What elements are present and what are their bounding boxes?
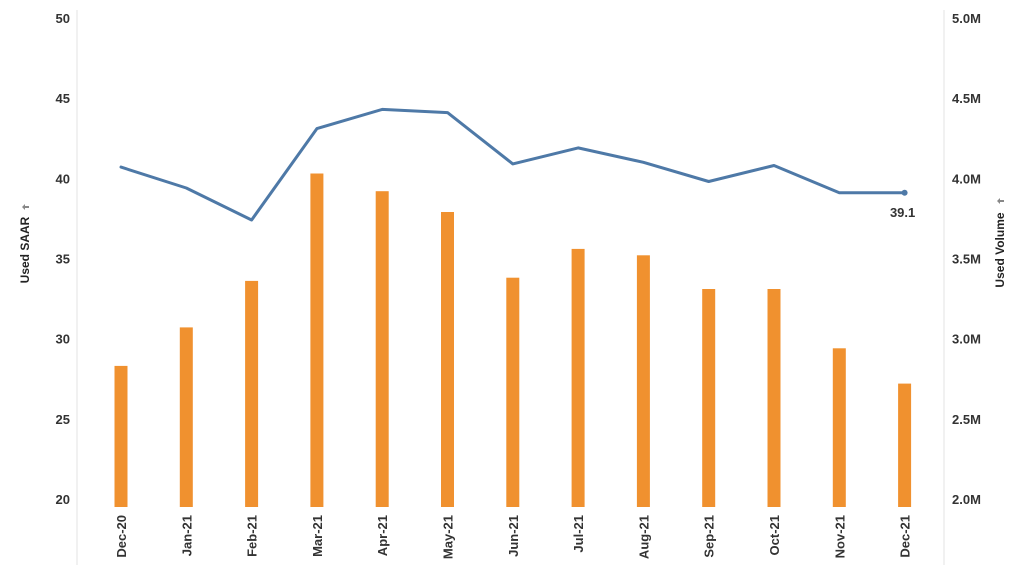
left-tick-label: 40	[56, 171, 70, 186]
left-tick-label: 30	[56, 332, 70, 347]
left-axis-title-group: Used SAAR	[18, 204, 32, 283]
left-tick-label: 35	[56, 252, 70, 267]
bar-May-21	[441, 212, 454, 507]
left-tick-label: 25	[56, 412, 70, 427]
bar-Jun-21	[506, 277, 520, 507]
x-tick-label: Mar-21	[310, 515, 325, 557]
right-tick-label: 2.5M	[952, 412, 981, 427]
x-tick-label: Apr-21	[375, 515, 390, 556]
bar-Sep-21	[702, 289, 716, 507]
x-tick-label: Dec-20	[114, 515, 129, 558]
x-tick-label: Feb-21	[245, 515, 260, 557]
right-axis-ticks: 2.0M 2.5M 3.0M 3.5M 4.0M 4.5M 5.0M	[952, 11, 981, 507]
x-tick-label: Jul-21	[571, 515, 586, 553]
bar-Dec-21	[898, 383, 912, 507]
bar-Mar-21	[310, 173, 324, 507]
x-tick-label: Sep-21	[702, 515, 717, 558]
bar-Aug-21	[636, 255, 650, 507]
axes	[76, 10, 945, 565]
x-tick-label: Nov-21	[832, 515, 847, 558]
right-axis-title-group: Used Volume	[993, 198, 1007, 288]
bar-Apr-21	[375, 191, 389, 507]
x-axis-ticks: Dec-20 Jan-21 Feb-21 Mar-21 Apr-21 May-21 Jun-…	[114, 515, 913, 559]
bar-Jul-21	[571, 248, 585, 507]
data-label: 39.1	[890, 205, 915, 220]
right-tick-label: 2.0M	[952, 492, 981, 507]
left-tick-label: 45	[56, 91, 70, 106]
right-tick-label: 5.0M	[952, 11, 981, 26]
left-axis-title: Used SAAR	[18, 216, 32, 283]
right-tick-label: 4.5M	[952, 91, 981, 106]
x-tick-label: May-21	[441, 515, 456, 559]
right-tick-label: 4.0M	[952, 171, 981, 186]
left-tick-label: 20	[56, 492, 70, 507]
bar-Dec-20	[114, 365, 128, 507]
annotations: 39.1	[890, 205, 915, 220]
right-tick-label: 3.0M	[952, 332, 981, 347]
series-line-used-saar	[119, 107, 907, 222]
x-tick-label: Aug-21	[636, 515, 651, 559]
x-tick-label: Oct-21	[767, 515, 782, 555]
x-tick-label: Jun-21	[506, 515, 521, 557]
pin-icon	[22, 204, 29, 210]
bar-Feb-21	[245, 280, 259, 507]
right-tick-label: 3.5M	[952, 252, 981, 267]
line-series	[119, 107, 908, 222]
bar-series	[114, 173, 912, 507]
left-axis-ticks: 20 25 30 35 40 45 50	[56, 11, 70, 507]
right-axis-title: Used Volume	[993, 212, 1007, 287]
left-tick-label: 50	[56, 11, 70, 26]
x-tick-label: Jan-21	[179, 515, 194, 556]
x-tick-label: Dec-21	[898, 515, 913, 558]
bar-Oct-21	[767, 289, 781, 507]
bar-Jan-21	[179, 327, 193, 507]
pin-icon	[997, 198, 1004, 204]
line-end-point	[901, 189, 908, 196]
bar-Nov-21	[832, 348, 846, 507]
